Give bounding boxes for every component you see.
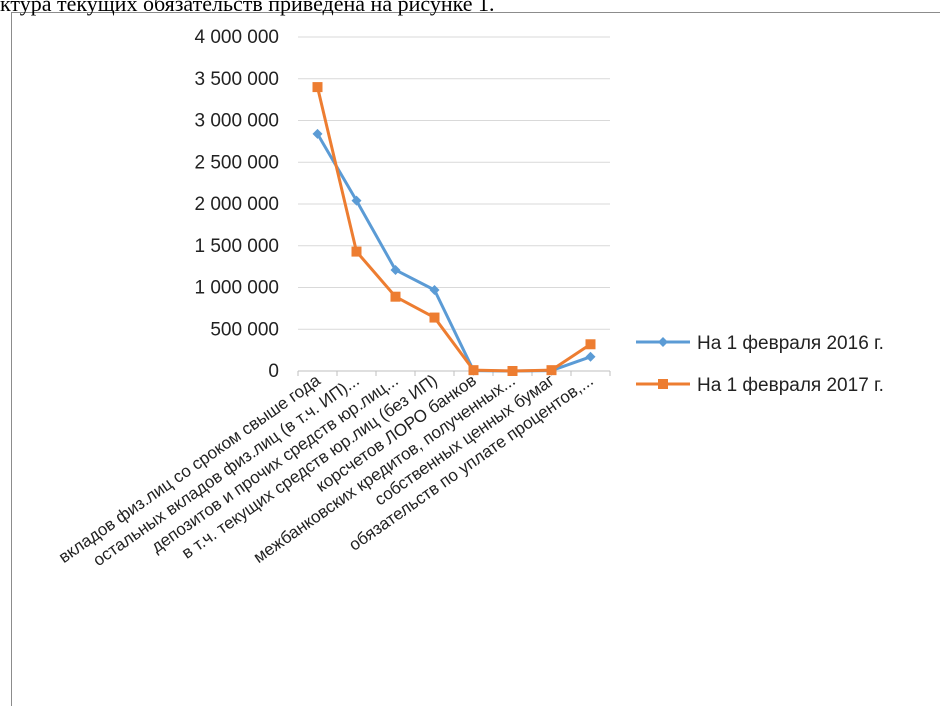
y-tick-label: 4 000 000 <box>194 27 279 48</box>
data-point-marker <box>507 366 518 376</box>
series-2 <box>312 82 596 376</box>
y-tick-label: 1 000 000 <box>194 278 279 299</box>
data-point-marker <box>312 82 323 93</box>
caption-text: ктура текущих обязательств приведена на … <box>0 0 495 16</box>
data-point-marker <box>585 351 596 362</box>
y-tick-label: 3 500 000 <box>194 69 279 90</box>
x-category-label: остальных вкладов физ.лиц (в т.ч. ИП)... <box>90 371 363 570</box>
y-tick-label: 0 <box>268 361 279 382</box>
x-axis-category-labels: вкладов физ.лиц со сроком свыше годаоста… <box>55 370 597 570</box>
data-point-marker <box>546 365 557 376</box>
legend-label: На 1 февраля 2016 г. <box>697 333 884 354</box>
gridlines <box>298 36 610 330</box>
data-point-marker <box>429 285 440 296</box>
data-point-marker <box>351 246 362 257</box>
y-tick-label: 3 000 000 <box>194 111 279 132</box>
data-point-marker <box>429 312 440 323</box>
data-point-marker <box>390 291 401 302</box>
legend-item: На 1 февраля 2016 г. <box>636 333 884 354</box>
y-tick-label: 2 000 000 <box>194 194 279 215</box>
data-point-marker <box>468 365 479 376</box>
chart-frame <box>11 12 940 706</box>
legend-label: На 1 февраля 2017 г. <box>697 375 884 396</box>
series-line <box>316 86 592 373</box>
data-point-marker <box>312 128 323 139</box>
y-tick-label: 2 500 000 <box>194 152 279 173</box>
data-series <box>312 82 596 376</box>
y-tick-label: 500 000 <box>210 319 279 340</box>
data-point-marker <box>351 195 362 206</box>
legend-item: На 1 февраля 2017 г. <box>636 375 884 396</box>
y-tick-label: 1 500 000 <box>194 236 279 257</box>
legend: На 1 февраля 2016 г. На 1 февраля 2017 г. <box>636 333 884 396</box>
y-axis-tick-labels: 0 500 000 1 000 000 1 500 000 2 000 000 2 500… <box>194 27 279 382</box>
legend-marker <box>658 337 668 347</box>
legend-marker <box>658 379 668 389</box>
data-point-marker <box>585 339 596 350</box>
data-point-marker <box>390 264 401 275</box>
